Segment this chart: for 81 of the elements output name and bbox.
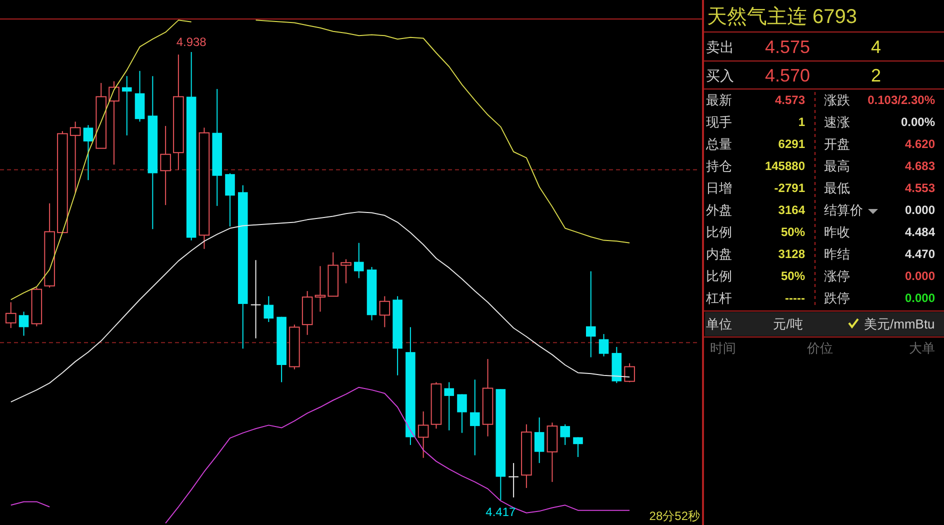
text: 50% (780, 225, 806, 239)
candlestick (534, 416, 544, 464)
text: 3128 (778, 247, 806, 261)
candlestick (624, 362, 635, 383)
text: 天然气主连 6793 (707, 5, 858, 28)
text: 0.000 (904, 269, 936, 283)
candlestick (70, 121, 81, 194)
text: 昨收 (824, 224, 850, 240)
text: 内盘 (706, 246, 732, 262)
candlestick (470, 379, 480, 456)
text: 外盘 (706, 202, 732, 218)
candlestick (250, 260, 262, 339)
text: 4.575 (765, 37, 810, 57)
annotation: 4.938 (176, 35, 207, 49)
text: 日增 (706, 180, 732, 196)
text: 涨跌 (824, 92, 850, 108)
text: 比例 (706, 224, 732, 240)
text: 28分52秒 (649, 509, 700, 523)
text: 0.000 (904, 291, 936, 305)
text: 涨停 (824, 268, 850, 284)
text: 2 (870, 66, 882, 86)
text: 4 (870, 37, 882, 57)
text: ----- (785, 291, 805, 305)
text: 0.103/2.30% (868, 93, 936, 107)
text: 4.570 (765, 66, 810, 86)
text: 145880 (764, 159, 806, 173)
candlestick (418, 410, 429, 458)
candlestick (598, 334, 609, 357)
text: 4.553 (904, 181, 936, 195)
candlestick (586, 270, 596, 358)
text: 跌停 (824, 290, 850, 306)
candlestick (108, 80, 120, 166)
text: 最低 (824, 180, 850, 196)
text: 3164 (778, 203, 806, 217)
candlestick (264, 296, 274, 323)
candlestick (5, 302, 16, 329)
text: 最高 (824, 158, 850, 174)
text: -2791 (774, 181, 806, 195)
candlestick (340, 258, 352, 284)
text: 卖出 (706, 39, 734, 55)
text: 0.000 (904, 203, 936, 217)
candlestick (354, 242, 364, 279)
text: 总量 (705, 136, 732, 152)
candlestick (160, 125, 171, 206)
candlestick (314, 266, 326, 312)
text: 美元/mmBtu (864, 316, 935, 332)
candlestick (18, 311, 29, 336)
text: 4.484 (904, 225, 936, 239)
candlestick (508, 462, 519, 498)
text: 0.00% (900, 115, 936, 129)
text: 50% (780, 269, 806, 283)
text: 持仓 (706, 158, 732, 174)
text: 元/吨 (773, 316, 803, 332)
candlestick (444, 382, 454, 431)
text: 比例 (706, 268, 732, 284)
text: 4.573 (774, 93, 806, 107)
candlestick (457, 394, 467, 434)
text: 开盘 (824, 136, 850, 152)
candlestick (225, 172, 235, 228)
text: 单位 (706, 316, 732, 332)
text: 买入 (706, 68, 734, 84)
text: 价位 (806, 340, 833, 356)
annotation: 4.417 (486, 505, 516, 519)
text: 4.470 (904, 247, 936, 261)
candlestick (573, 436, 583, 458)
text: 6291 (778, 137, 806, 151)
text: 杠杆 (705, 290, 732, 306)
text: 结算价 (824, 202, 863, 218)
candlestick (83, 124, 94, 181)
candlestick (379, 296, 390, 328)
candlestick (122, 76, 132, 136)
text: 大单 (909, 340, 935, 356)
text: 最新 (706, 92, 732, 108)
candlestick (560, 424, 570, 446)
text: 4.620 (904, 137, 936, 151)
text: 速涨 (824, 114, 850, 130)
text: 1 (798, 115, 806, 129)
text: 现手 (706, 114, 732, 130)
text: 昨结 (824, 246, 850, 262)
text: 4.683 (904, 159, 936, 173)
text: 时间 (710, 340, 736, 356)
